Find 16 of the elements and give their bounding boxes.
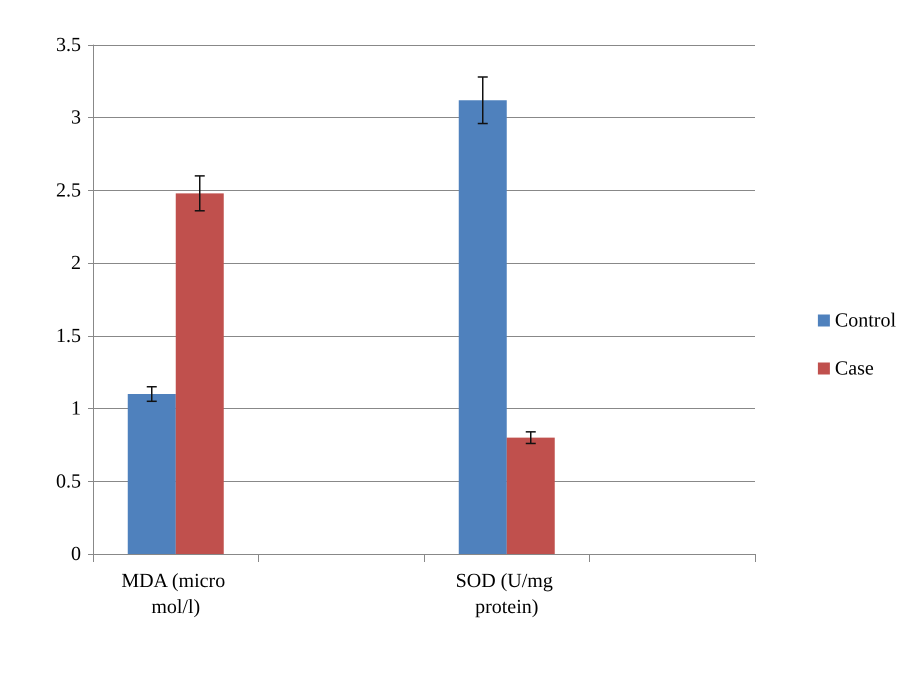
y-tick-label: 2.5 <box>56 179 81 202</box>
y-tick-label: 1 <box>71 398 81 420</box>
x-tick-label: MDA (micro mol/l) <box>121 570 230 618</box>
legend-label: Control <box>834 310 896 332</box>
y-tick-label: 3 <box>71 106 81 129</box>
y-tick-label: 3.5 <box>56 34 81 56</box>
y-tick-label: 0.5 <box>56 470 81 492</box>
y-tick-label: 1.5 <box>56 324 81 347</box>
x-tick-label: SOD (U/mg protein) <box>456 570 558 618</box>
y-tick-label: 2 <box>71 252 81 274</box>
bar <box>176 193 224 554</box>
bar <box>458 100 507 554</box>
bar <box>506 438 555 554</box>
legend-label: Case <box>834 358 874 380</box>
y-tick-label: 0 <box>71 543 81 565</box>
bar <box>128 394 176 554</box>
